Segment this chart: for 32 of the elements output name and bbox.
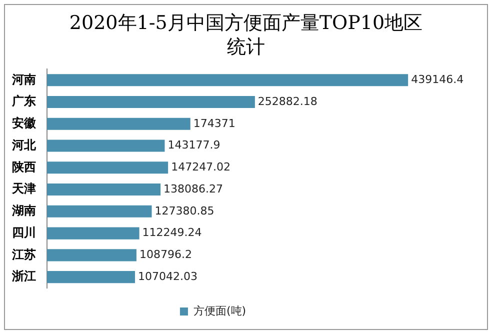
data-label: 127380.85 [154, 204, 214, 218]
legend-label: 方便面(吨) [193, 304, 246, 318]
bar [47, 271, 136, 284]
bar [47, 96, 255, 108]
y-tick-label: 陕西 [12, 160, 36, 174]
data-label: 108796.2 [139, 248, 192, 262]
y-tick-label: 四川 [12, 225, 36, 240]
data-label: 143177.9 [168, 138, 220, 152]
bar [47, 140, 165, 152]
bar [47, 118, 190, 130]
bar [47, 184, 161, 196]
bar [47, 227, 140, 240]
bar [47, 205, 152, 218]
bar [47, 74, 408, 86]
bar [47, 162, 168, 174]
data-label: 107042.03 [138, 270, 198, 283]
data-label: 147247.02 [171, 160, 231, 174]
data-label: 174371 [193, 116, 236, 130]
bar [47, 249, 136, 262]
y-tick-label: 江苏 [11, 247, 36, 262]
data-label: 252882.18 [258, 94, 318, 108]
y-tick-label: 河南 [11, 72, 36, 86]
data-label: 138086.27 [164, 182, 224, 196]
data-label: 112249.24 [142, 226, 202, 240]
chart-title: 2020年1-5月中国方便面产量TOP10地区统计 [68, 11, 424, 59]
y-tick-label: 广东 [11, 94, 36, 108]
y-tick-label: 湖南 [11, 204, 36, 218]
y-tick-label: 浙江 [11, 269, 36, 284]
y-tick-label: 天津 [11, 182, 36, 196]
y-tick-label: 安徽 [12, 116, 37, 130]
y-tick-label: 河北 [11, 138, 37, 152]
data-label: 439146.4 [411, 73, 464, 86]
